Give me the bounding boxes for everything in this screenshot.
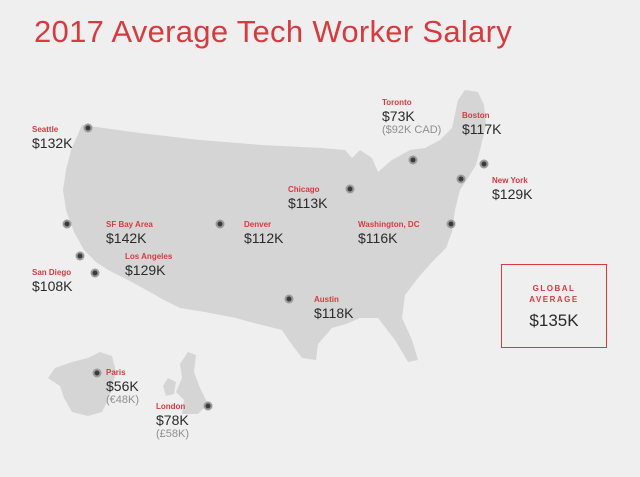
page-title: 2017 Average Tech Worker Salary bbox=[34, 14, 513, 49]
global-average-box: GLOBAL AVERAGE $135K bbox=[501, 264, 607, 348]
austin-label: Austin $118K bbox=[314, 295, 353, 321]
britain-shape bbox=[176, 352, 208, 414]
city-name: Toronto bbox=[382, 98, 412, 107]
city-salary: $117K bbox=[462, 121, 502, 137]
city-name: Austin bbox=[314, 295, 339, 304]
sf-bay-area-label: SF Bay Area $142K bbox=[106, 220, 153, 246]
london-label: London $78K (£58K) bbox=[156, 402, 189, 441]
city-salary: $132K bbox=[32, 135, 73, 151]
new-york-label: New York $129K bbox=[492, 176, 532, 202]
city-name: SF Bay Area bbox=[106, 220, 153, 229]
global-average-label: GLOBAL AVERAGE bbox=[529, 284, 579, 304]
france-shape bbox=[48, 352, 116, 416]
city-salary: $142K bbox=[106, 230, 147, 246]
city-local-salary: ($92K CAD) bbox=[382, 124, 442, 136]
city-salary: $118K bbox=[314, 305, 354, 321]
city-salary: $73K bbox=[382, 108, 415, 124]
washington-dc-pin[interactable] bbox=[446, 219, 456, 229]
city-local-salary: (£58K) bbox=[156, 428, 190, 440]
city-name: London bbox=[156, 402, 186, 411]
city-name: San Diego bbox=[32, 268, 72, 277]
city-salary: $56K bbox=[106, 378, 139, 394]
austin-pin[interactable] bbox=[284, 294, 294, 304]
paris-pin[interactable] bbox=[92, 368, 102, 378]
city-salary: $129K bbox=[125, 262, 166, 278]
london-pin[interactable] bbox=[203, 401, 213, 411]
city-salary: $113K bbox=[288, 195, 328, 211]
toronto-pin[interactable] bbox=[408, 155, 418, 165]
seattle-pin[interactable] bbox=[83, 123, 93, 133]
seattle-label: Seattle $132K bbox=[32, 125, 72, 151]
los-angeles-label: Los Angeles $129K bbox=[125, 252, 172, 278]
denver-label: Denver $112K bbox=[244, 220, 283, 246]
san-diego-label: San Diego $108K bbox=[32, 268, 72, 294]
city-name: Los Angeles bbox=[125, 252, 173, 261]
sf-bay-area-pin[interactable] bbox=[62, 219, 72, 229]
chicago-label: Chicago $113K bbox=[288, 185, 327, 211]
city-name: New York bbox=[492, 176, 528, 185]
chicago-pin[interactable] bbox=[345, 184, 355, 194]
city-salary: $78K bbox=[156, 412, 189, 428]
new-york-pin[interactable] bbox=[456, 174, 466, 184]
paris-label: Paris $56K (€48K) bbox=[106, 368, 139, 407]
los-angeles-pin[interactable] bbox=[75, 251, 85, 261]
usa-shape bbox=[63, 90, 486, 362]
denver-pin[interactable] bbox=[215, 219, 225, 229]
city-name: Paris bbox=[106, 368, 126, 377]
city-salary: $108K bbox=[32, 278, 73, 294]
ireland-shape bbox=[163, 378, 176, 396]
global-average-value: $135K bbox=[529, 311, 579, 330]
washington-dc-label: Washington, DC $116K bbox=[358, 220, 419, 246]
city-name: Chicago bbox=[288, 185, 320, 194]
city-name: Seattle bbox=[32, 125, 59, 134]
city-salary: $112K bbox=[244, 230, 284, 246]
city-salary: $129K bbox=[492, 186, 533, 202]
boston-pin[interactable] bbox=[479, 159, 489, 169]
city-name: Boston bbox=[462, 111, 490, 120]
city-local-salary: (€48K) bbox=[106, 394, 140, 406]
toronto-label: Toronto $73K ($92K CAD) bbox=[382, 98, 441, 137]
boston-label: Boston $117K bbox=[462, 111, 501, 137]
san-diego-pin[interactable] bbox=[90, 268, 100, 278]
city-name: Denver bbox=[244, 220, 272, 229]
city-salary: $116K bbox=[358, 230, 398, 246]
city-name: Washington, DC bbox=[358, 220, 420, 229]
